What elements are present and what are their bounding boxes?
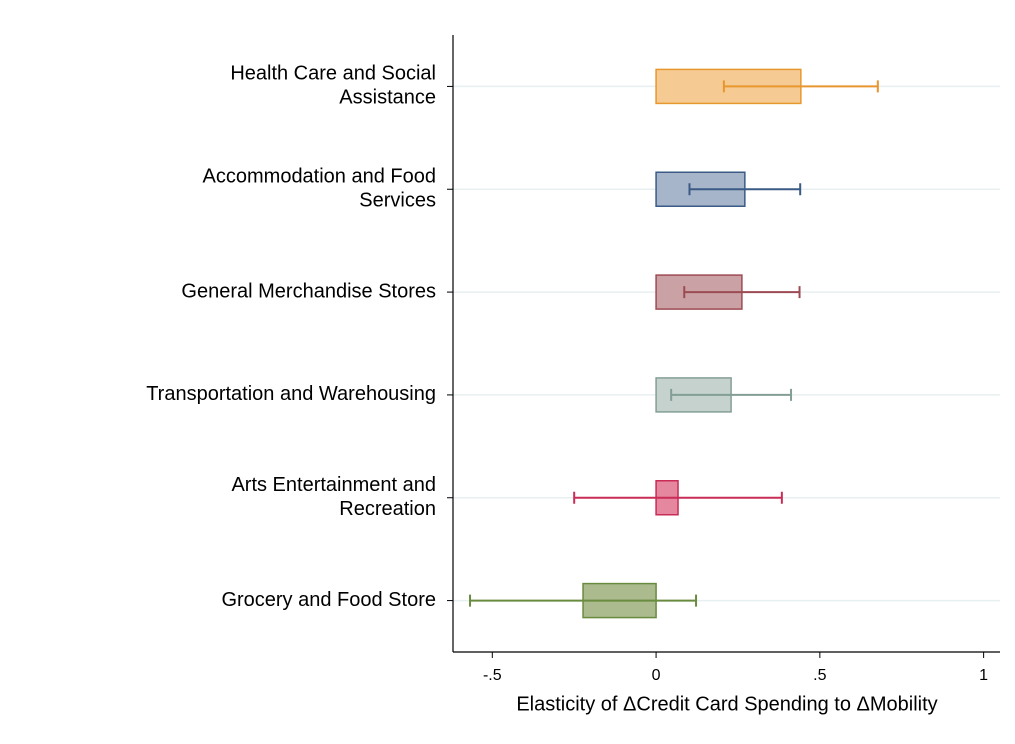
x-tick-label: 1 xyxy=(979,667,988,684)
y-tick-label: General Merchandise Stores xyxy=(181,280,436,302)
y-tick-label: Arts Entertainment and xyxy=(231,474,436,496)
y-tick-label: Grocery and Food Store xyxy=(221,589,436,611)
y-tick-label: Services xyxy=(359,190,436,212)
y-tick-label: Health Care and Social xyxy=(230,63,436,85)
error-bar xyxy=(688,183,802,196)
error-bar xyxy=(683,286,801,299)
y-tick-label: Recreation xyxy=(339,498,436,520)
x-tick-label: -.5 xyxy=(483,667,502,684)
x-tick-label: 0 xyxy=(652,667,661,684)
y-tick-label: Accommodation and Food xyxy=(203,166,436,188)
x-tick-label: .5 xyxy=(813,667,826,684)
error-bar xyxy=(469,594,698,607)
error-bar xyxy=(670,388,793,401)
y-tick-label: Assistance xyxy=(339,87,436,109)
error-bar xyxy=(722,80,879,93)
x-axis-title: Elasticity of ΔCredit Card Spending to Δ… xyxy=(516,693,937,715)
y-tick-label: Transportation and Warehousing xyxy=(146,383,436,405)
error-bar xyxy=(573,491,783,504)
